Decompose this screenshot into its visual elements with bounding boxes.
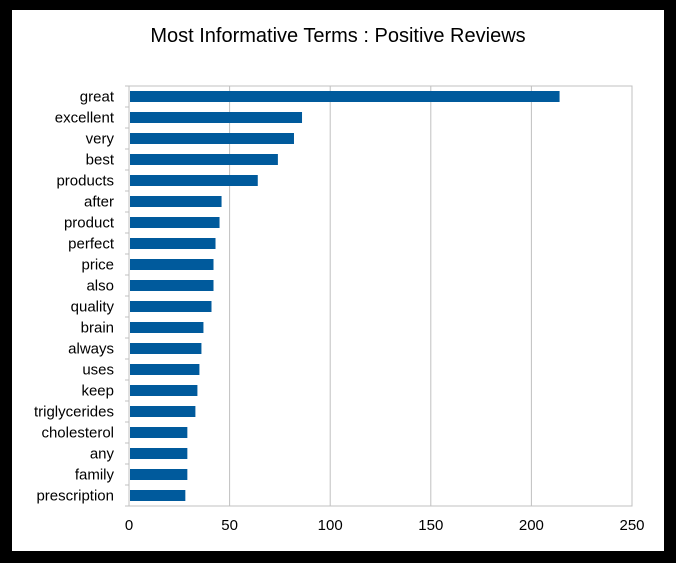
bar-chart: Most Informative Terms : Positive Review…: [34, 25, 645, 534]
x-tick-label: 100: [318, 517, 343, 534]
category-label-very: very: [86, 131, 115, 148]
bar-prescription: [130, 490, 186, 501]
category-label-best: best: [86, 152, 115, 169]
category-label-always: always: [68, 341, 114, 358]
bar-excellent: [130, 112, 303, 123]
bar-also: [130, 280, 214, 291]
bar-any: [130, 448, 188, 459]
category-label-also: also: [86, 278, 114, 295]
category-label-product: product: [64, 215, 115, 232]
chart-title: Most Informative Terms : Positive Review…: [150, 25, 525, 47]
plot-frame: [128, 85, 633, 507]
category-label-cholesterol: cholesterol: [41, 425, 114, 442]
grid-layer: [125, 85, 633, 507]
bar-quality: [130, 301, 212, 312]
x-tick-label: 200: [519, 517, 544, 534]
category-labels: great excellent very best products after produ…: [34, 89, 115, 505]
chart-area: Most Informative Terms : Positive Review…: [12, 10, 664, 551]
category-label-triglycerides: triglycerides: [34, 404, 114, 421]
bar-very: [130, 133, 294, 144]
x-axis-tick-labels: 0 50 100 150 200 250: [125, 517, 645, 534]
category-label-great: great: [80, 89, 115, 106]
category-label-keep: keep: [81, 383, 114, 400]
category-label-excellent: excellent: [55, 110, 115, 127]
category-label-family: family: [75, 467, 115, 484]
category-label-price: price: [81, 257, 114, 274]
bar-cholesterol: [130, 427, 188, 438]
category-label-any: any: [90, 446, 115, 463]
bar-triglycerides: [130, 406, 196, 417]
x-tick-label: 50: [221, 517, 238, 534]
bar-products: [130, 175, 258, 186]
category-label-uses: uses: [82, 362, 114, 379]
bar-great: [130, 91, 560, 102]
bar-uses: [130, 364, 200, 375]
bar-always: [130, 343, 202, 354]
x-tick-label: 250: [619, 517, 644, 534]
bar-brain: [130, 322, 204, 333]
x-tick-label: 150: [418, 517, 443, 534]
bar-best: [130, 154, 278, 165]
category-label-perfect: perfect: [68, 236, 115, 253]
category-label-brain: brain: [81, 320, 114, 337]
bar-keep: [130, 385, 198, 396]
bar-price: [130, 259, 214, 270]
bar-product: [130, 217, 220, 228]
category-label-products: products: [56, 173, 114, 190]
bar-perfect: [130, 238, 216, 249]
category-label-quality: quality: [71, 299, 115, 316]
category-label-prescription: prescription: [36, 488, 114, 505]
bar-layer: [130, 91, 560, 501]
bar-after: [130, 196, 222, 207]
category-label-after: after: [84, 194, 114, 211]
bar-family: [130, 469, 188, 480]
x-tick-label: 0: [125, 517, 133, 534]
